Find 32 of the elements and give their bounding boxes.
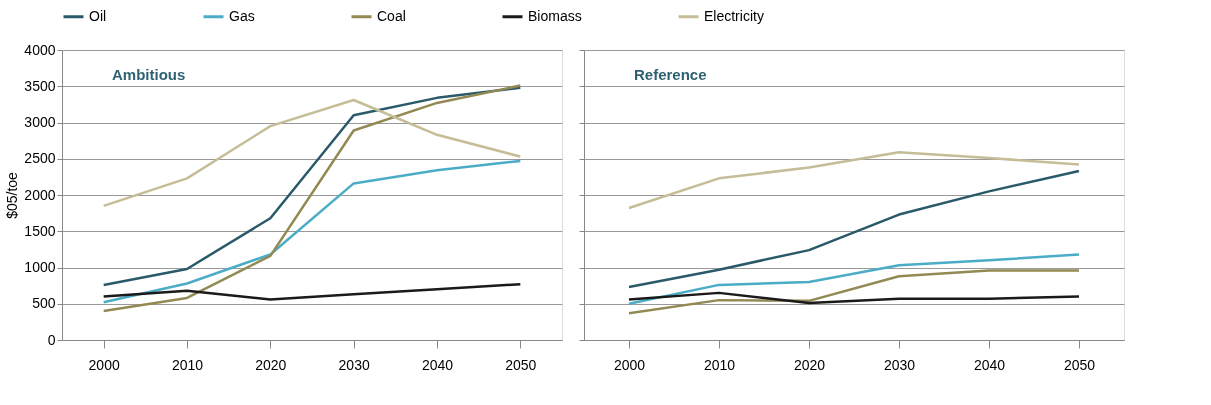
text: Ambitious [112, 66, 186, 83]
y-axis-title: $05/toe [4, 171, 21, 219]
line-series [102, 282, 522, 301]
y-tick-label: 1000 [24, 259, 56, 275]
y-tick-label: 4000 [24, 41, 56, 58]
y-tick-label: 3500 [24, 77, 56, 94]
legend-label: Coal [377, 7, 406, 24]
text: Reference [634, 66, 707, 83]
y-tick-label: 3000 [24, 114, 56, 130]
line-series [102, 159, 522, 304]
x-tick-label: 2010 [171, 356, 204, 373]
x-tick-label: 2010 [703, 356, 736, 373]
x-tick-label: 2020 [793, 356, 826, 373]
y-tick-label: 500 [32, 295, 56, 312]
x-tick-label: 2030 [338, 356, 370, 373]
y-tick-label: 0 [47, 331, 56, 348]
y-tick-label: 2000 [24, 186, 56, 203]
x-tick-label: 2040 [421, 356, 454, 373]
legend-label: Gas [229, 7, 255, 24]
line-series [102, 98, 522, 208]
y-tick-label: 2500 [24, 150, 56, 167]
x-tick-label: 2050 [1063, 356, 1096, 373]
x-tick-label: 2020 [255, 356, 287, 373]
x-tick-label: 2030 [883, 356, 916, 373]
legend-label: Biomass [528, 7, 582, 24]
y-tick-label: 1500 [24, 222, 56, 239]
legend-label: Electricity [704, 7, 764, 24]
legend-label: Oil [89, 7, 107, 24]
x-tick-label: 2050 [505, 356, 537, 373]
x-tick-label: 2000 [88, 356, 120, 373]
x-tick-label: 2040 [973, 356, 1006, 373]
x-tick-label: 2000 [613, 356, 646, 373]
